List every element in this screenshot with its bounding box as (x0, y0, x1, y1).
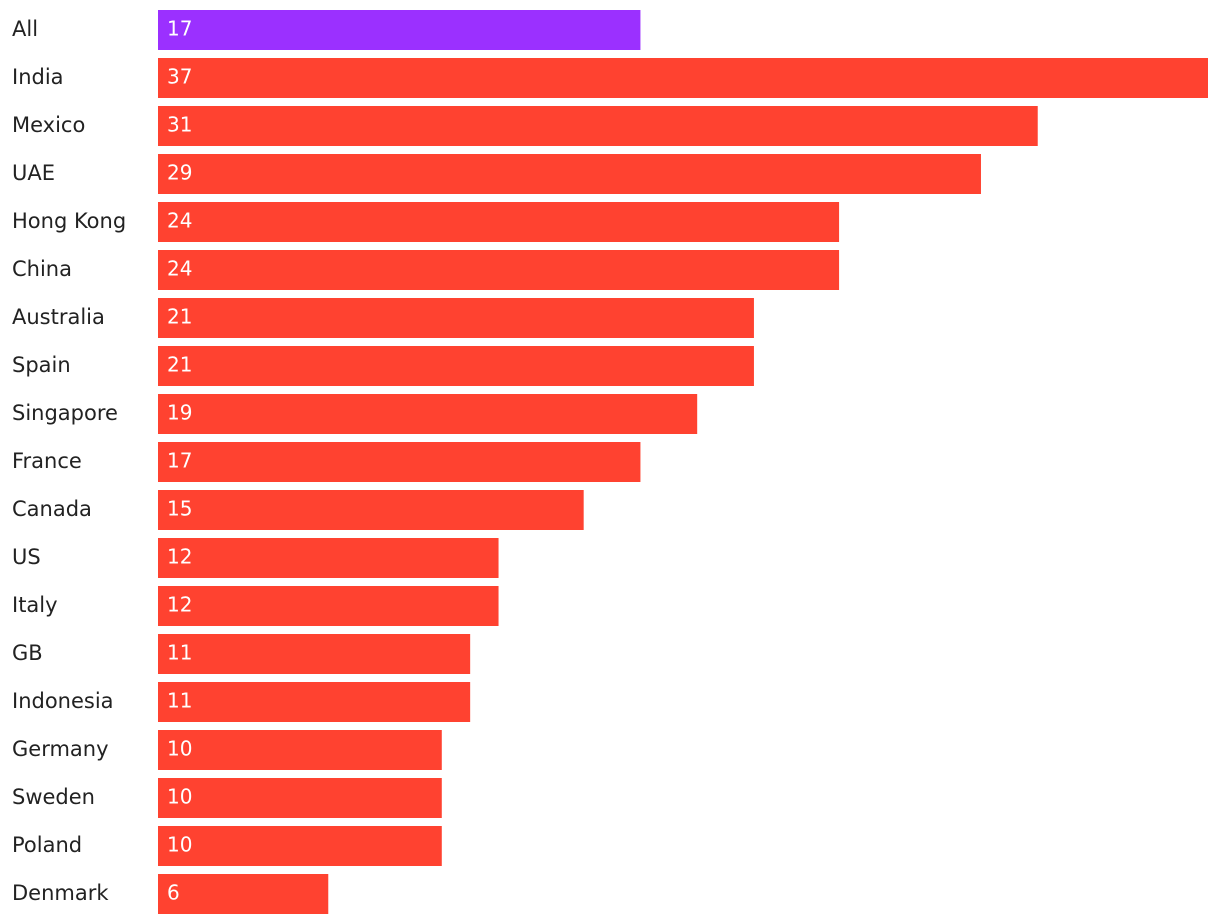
value-label: 17 (167, 449, 192, 473)
bar (158, 154, 981, 194)
value-label: 10 (167, 785, 192, 809)
value-label: 12 (167, 545, 192, 569)
category-label: India (12, 65, 64, 89)
value-label: 24 (167, 257, 192, 281)
category-label: Canada (12, 497, 92, 521)
bar (158, 58, 1208, 98)
value-label: 21 (167, 305, 192, 329)
bar (158, 826, 442, 866)
value-label: 11 (167, 641, 192, 665)
category-label: China (12, 257, 72, 281)
category-label: Denmark (12, 881, 109, 905)
category-label: France (12, 449, 82, 473)
category-label: Spain (12, 353, 71, 377)
value-label: 17 (167, 17, 192, 41)
bar (158, 394, 698, 434)
category-label: Hong Kong (12, 209, 126, 233)
category-label: Sweden (12, 785, 95, 809)
category-label: Mexico (12, 113, 85, 137)
bar (158, 202, 840, 242)
category-label: Italy (12, 593, 58, 617)
bar (158, 538, 499, 578)
bar (158, 634, 471, 674)
value-label: 29 (167, 161, 192, 185)
value-label: 10 (167, 833, 192, 857)
value-label: 24 (167, 209, 192, 233)
value-label: 21 (167, 353, 192, 377)
bar (158, 778, 442, 818)
bar (158, 250, 840, 290)
bar (158, 298, 754, 338)
bar (158, 106, 1038, 146)
bar (158, 874, 329, 914)
bar (158, 586, 499, 626)
value-label: 19 (167, 401, 192, 425)
value-label: 37 (167, 65, 192, 89)
value-label: 6 (167, 881, 180, 905)
value-label: 10 (167, 737, 192, 761)
category-label: GB (12, 641, 43, 665)
bar (158, 490, 584, 530)
category-label: Australia (12, 305, 105, 329)
category-label: Poland (12, 833, 82, 857)
category-label: Germany (12, 737, 109, 761)
bar (158, 10, 641, 50)
category-label: Indonesia (12, 689, 114, 713)
value-label: 11 (167, 689, 192, 713)
category-label: UAE (12, 161, 55, 185)
bar (158, 730, 442, 770)
category-label: All (12, 17, 38, 41)
value-label: 12 (167, 593, 192, 617)
category-label: US (12, 545, 41, 569)
bar (158, 346, 754, 386)
value-label: 31 (167, 113, 192, 137)
bar (158, 442, 641, 482)
bar (158, 682, 471, 722)
value-label: 15 (167, 497, 192, 521)
category-label: Singapore (12, 401, 118, 425)
